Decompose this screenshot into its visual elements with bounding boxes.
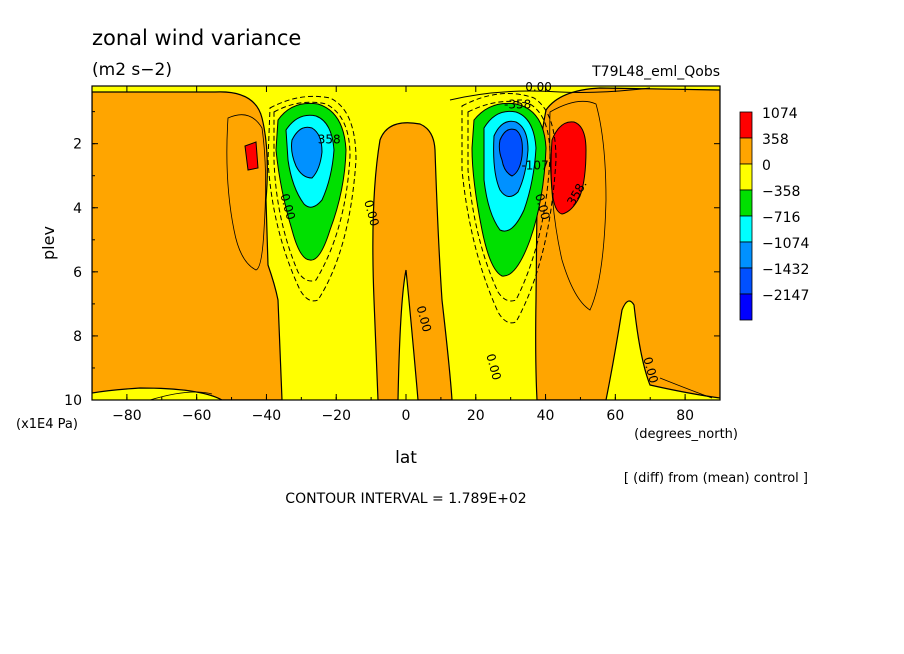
colorbar-swatch	[739, 241, 753, 269]
contour-value-label: 0.00	[525, 80, 552, 94]
x-tick-label: 20	[467, 408, 485, 424]
colorbar: 1074 358 0 −358 −716 −1074 −1432 −2147	[739, 106, 809, 321]
contour-value-label: 0.00	[361, 198, 381, 227]
top-zero-contour	[449, 87, 651, 101]
y-tick-label: 10	[64, 393, 82, 409]
contour-value-label: 0.00	[414, 304, 434, 333]
x-tick-label: 60	[606, 408, 624, 424]
contour-value-label: 0.00	[532, 192, 552, 221]
contour-value-label: 0.00	[640, 355, 660, 384]
colorbar-label: 1074	[762, 106, 798, 122]
y-axis-label: plev	[39, 226, 58, 260]
x-axis-units: (degrees_north)	[634, 427, 738, 442]
x-tick-label: 0	[402, 408, 411, 424]
colorbar-swatch	[739, 137, 753, 165]
thin-contour-southwest	[226, 114, 266, 271]
dashed-contour-south-outer	[267, 95, 357, 302]
colorbar-label: 0	[762, 158, 771, 174]
colorbar-swatch	[739, 267, 753, 295]
orange-region-central-column	[372, 122, 453, 400]
colorbar-label: −716	[762, 210, 801, 226]
diff-note: [ (diff) from (mean) control ]	[624, 471, 808, 486]
colorbar-swatch	[739, 111, 753, 139]
y-axis: 2 4 6 8 10	[64, 111, 720, 409]
x-tick-label: −20	[321, 408, 351, 424]
dashed-contour-north-inner	[467, 100, 551, 302]
colorbar-label: 358	[762, 132, 789, 148]
contour-value-label: 0.00	[483, 352, 503, 381]
y-tick-label: 2	[73, 137, 82, 153]
thin-contour-north-edge	[659, 377, 713, 399]
thin-contour-south-edge	[149, 391, 213, 400]
blue-core-south	[291, 126, 323, 179]
y-tick-label: 8	[73, 329, 82, 345]
x-tick-label: −60	[182, 408, 212, 424]
dataset-label: T79L48_eml_Qobs	[591, 64, 720, 80]
chart-units: (m2 s−2)	[92, 60, 172, 80]
x-tick-label: 80	[676, 408, 694, 424]
x-tick-label: −80	[112, 408, 142, 424]
y-tick-label: 4	[73, 201, 82, 217]
colorbar-swatch	[739, 163, 753, 191]
chart-title: zonal wind variance	[92, 26, 301, 50]
colorbar-swatch	[739, 215, 753, 243]
thin-contour-northeast	[549, 100, 607, 311]
x-axis-label: lat	[395, 448, 417, 468]
x-tick-label: 40	[537, 408, 555, 424]
y-axis-units: (x1E4 Pa)	[16, 417, 78, 432]
colorbar-swatch	[739, 189, 753, 217]
colorbar-label: −358	[762, 184, 800, 200]
x-tick-label: −40	[252, 408, 282, 424]
orange-region-southwest	[92, 91, 283, 400]
y-tick-label: 6	[73, 265, 82, 281]
colorbar-label: −1074	[762, 236, 809, 252]
deep-blue-core-north	[498, 128, 523, 177]
contour-interval-label: CONTOUR INTERVAL = 1.789E+02	[285, 491, 526, 507]
contour-value-label: 0.00	[278, 192, 298, 221]
x-axis: −80 −60 −40 −20 0 20 40 60 80	[91, 86, 721, 424]
contour-value-label: -358	[504, 97, 531, 111]
colorbar-swatch	[739, 293, 753, 321]
contour-value-label: 358	[318, 133, 341, 147]
dashed-contour-north-outer	[461, 93, 557, 324]
colorbar-label: −1432	[762, 262, 809, 278]
dashed-contour-south-inner	[273, 101, 351, 282]
red-max-south	[244, 141, 259, 171]
contour-value-label: -107	[521, 158, 548, 172]
colorbar-label: −2147	[762, 288, 809, 304]
